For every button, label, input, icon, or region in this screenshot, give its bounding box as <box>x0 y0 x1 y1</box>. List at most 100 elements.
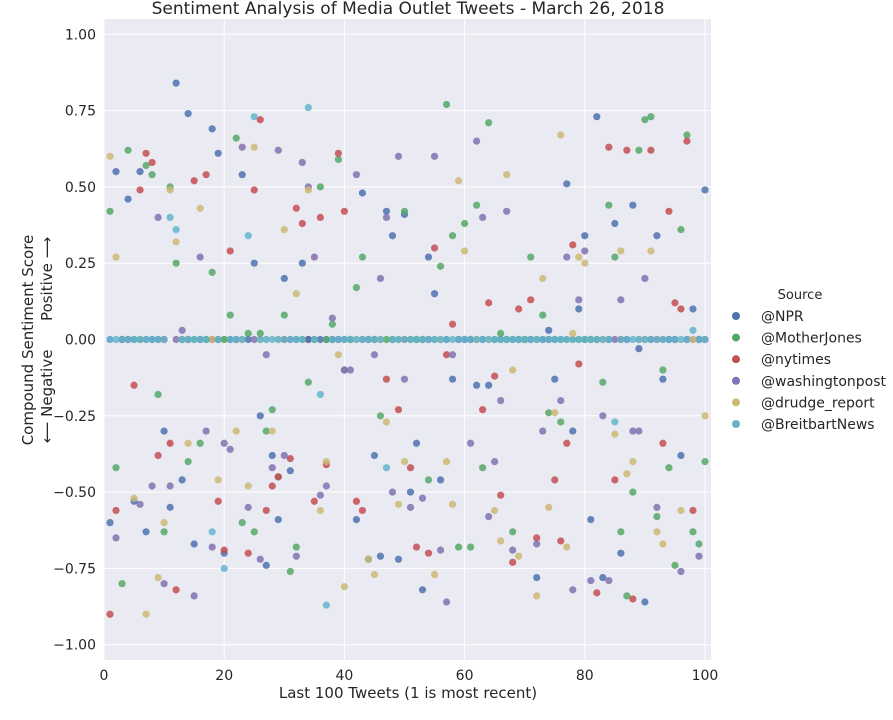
data-point-nytimes <box>214 497 222 505</box>
data-point-breitbartnews <box>569 335 577 344</box>
data-point-drudge_report <box>400 457 409 466</box>
data-point-npr <box>533 573 541 582</box>
data-point-drudge_report <box>545 503 553 511</box>
x-tick-label: 20 <box>215 668 233 684</box>
data-point-motherjones <box>695 540 703 548</box>
data-point-washingtonpost <box>322 482 330 490</box>
data-point-washingtonpost <box>533 540 541 548</box>
data-point-nytimes <box>479 406 487 414</box>
data-point-motherjones <box>677 226 685 234</box>
data-point-npr <box>268 451 276 460</box>
data-point-nytimes <box>112 506 120 515</box>
data-point-washingtonpost <box>581 247 589 255</box>
data-point-motherjones <box>424 476 433 484</box>
data-point-breitbartnews <box>280 335 288 344</box>
data-point-drudge_report <box>208 335 216 344</box>
data-point-washingtonpost <box>172 335 180 344</box>
data-point-drudge_report <box>184 439 192 447</box>
data-point-npr <box>298 259 306 267</box>
data-point-washingtonpost <box>599 412 607 420</box>
data-point-drudge_report <box>364 555 373 563</box>
data-point-motherjones <box>479 464 487 472</box>
data-point-breitbartnews <box>346 335 355 344</box>
data-point-breitbartnews <box>629 335 637 344</box>
legend-marker <box>732 312 740 320</box>
legend-marker <box>732 376 740 385</box>
data-point-npr <box>430 290 439 298</box>
data-point-drudge_report <box>304 186 312 194</box>
data-point-breitbartnews <box>190 335 198 344</box>
data-point-npr <box>112 168 120 176</box>
data-point-breitbartnews <box>178 335 186 344</box>
data-point-drudge_report <box>214 476 222 484</box>
data-point-motherjones <box>112 464 120 472</box>
x-axis-label: Last 100 Tweets (1 is most recent) <box>279 684 537 702</box>
data-point-npr <box>256 412 264 420</box>
data-point-npr <box>286 467 294 475</box>
data-point-drudge_report <box>430 570 439 579</box>
data-point-nytimes <box>533 534 541 542</box>
data-point-nytimes <box>310 497 318 505</box>
data-point-nytimes <box>593 589 601 597</box>
data-point-washingtonpost <box>316 491 324 499</box>
data-point-npr <box>545 326 553 334</box>
x-tick-label: 60 <box>456 668 474 684</box>
data-point-washingtonpost <box>430 152 439 160</box>
data-point-motherjones <box>232 134 240 142</box>
data-point-washingtonpost <box>274 146 282 154</box>
data-point-motherjones <box>184 457 192 466</box>
data-point-breitbartnews <box>436 335 445 344</box>
data-point-nytimes <box>665 207 673 215</box>
data-point-npr <box>569 427 577 435</box>
data-point-motherjones <box>539 311 547 319</box>
data-point-breitbartnews <box>304 103 312 112</box>
data-point-breitbartnews <box>418 335 427 344</box>
data-point-washingtonpost <box>244 503 252 511</box>
data-point-nytimes <box>424 549 433 557</box>
data-point-breitbartnews <box>196 335 204 344</box>
data-point-breitbartnews <box>581 335 589 344</box>
data-point-npr <box>280 274 288 283</box>
data-point-washingtonpost <box>503 207 511 215</box>
data-point-motherjones <box>467 543 475 551</box>
data-point-motherjones <box>292 543 300 551</box>
data-point-breitbartnews <box>539 335 547 344</box>
data-point-nytimes <box>623 146 631 154</box>
data-point-npr <box>178 476 186 484</box>
data-point-npr <box>551 375 559 383</box>
data-point-breitbartnews <box>268 335 276 344</box>
y-tick-label: 0.25 <box>65 256 96 272</box>
data-point-drudge_report <box>611 430 619 438</box>
data-point-breitbartnews <box>250 113 258 121</box>
data-point-npr <box>659 375 667 383</box>
data-point-npr <box>262 561 270 569</box>
y-tick-label: 0.00 <box>65 333 96 349</box>
data-point-npr <box>677 451 685 460</box>
data-point-washingtonpost <box>112 534 120 542</box>
data-point-washingtonpost <box>208 543 216 551</box>
data-point-motherjones <box>473 201 481 209</box>
data-point-nytimes <box>136 186 144 194</box>
data-point-breitbartnews <box>617 335 625 344</box>
data-point-breitbartnews <box>364 335 373 344</box>
data-point-washingtonpost <box>262 351 270 359</box>
x-tick-label: 0 <box>100 668 109 684</box>
data-point-drudge_report <box>533 592 541 600</box>
y-tick-label: −0.25 <box>53 409 96 425</box>
data-point-breitbartnews <box>593 335 601 344</box>
chart-title: Sentiment Analysis of Media Outlet Tweet… <box>152 0 665 19</box>
data-point-motherjones <box>376 412 385 420</box>
data-point-npr <box>629 201 637 209</box>
data-point-washingtonpost <box>220 439 228 447</box>
data-point-nytimes <box>250 186 258 194</box>
data-point-washingtonpost <box>605 577 613 585</box>
data-point-washingtonpost <box>491 457 499 466</box>
data-point-washingtonpost <box>280 451 288 460</box>
data-point-drudge_report <box>142 610 150 618</box>
data-point-npr <box>424 253 433 261</box>
data-point-breitbartnews <box>106 335 114 344</box>
data-point-motherjones <box>653 512 661 521</box>
data-point-nytimes <box>334 149 342 157</box>
data-point-npr <box>412 439 421 447</box>
